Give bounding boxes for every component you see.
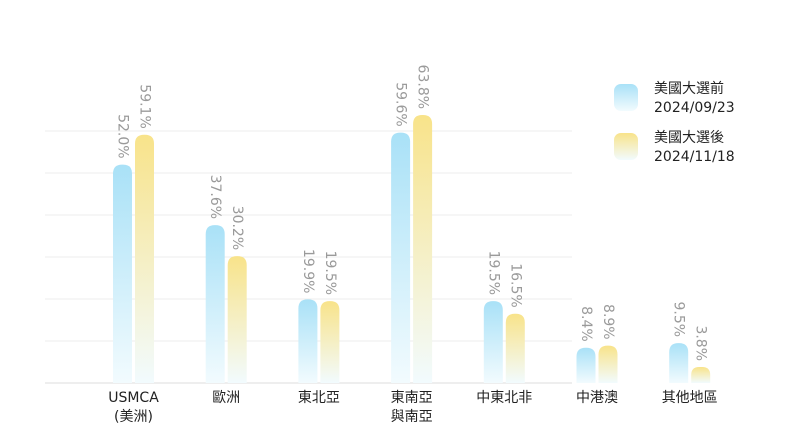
legend: 美國大選前 2024/09/23 美國大選後 2024/11/18 xyxy=(614,80,735,165)
data-label-series-2-category-1: 59.1% xyxy=(137,84,153,128)
x-tick-label-7: 其他地區 xyxy=(662,390,718,406)
x-tick-label-2: 歐洲 xyxy=(212,390,240,406)
data-label-series-1-category-7: 9.5% xyxy=(671,302,687,338)
data-label-series-2-category-4: 63.8% xyxy=(415,65,431,109)
bar-series-2-category-2 xyxy=(227,256,247,383)
data-label-series-2-category-3: 19.5% xyxy=(322,251,338,295)
data-label-series-1-category-4: 59.6% xyxy=(393,82,409,126)
bar-series-1-category-7 xyxy=(669,343,689,383)
data-label-series-1-category-6: 8.4% xyxy=(578,306,594,342)
bar-series-2-category-6 xyxy=(598,345,618,383)
data-label-series-1-category-2: 37.6% xyxy=(207,175,223,219)
bar-series-1-category-6 xyxy=(576,347,596,383)
legend-swatch-2 xyxy=(614,133,638,160)
data-label-series-2-category-6: 8.9% xyxy=(600,304,616,340)
x-tick-label-4: 東南亞與南亞 xyxy=(391,390,433,425)
legend-label-2: 美國大選後 2024/11/18 xyxy=(654,130,735,165)
bar-series-2-category-4 xyxy=(413,115,433,383)
bar-series-2-category-7 xyxy=(691,367,711,383)
data-labels: 52.0% 59.1% 37.6% 30.2% 19.9% 19.5% 59.6% 63.8%… xyxy=(115,65,709,361)
bar-series-2-category-1 xyxy=(135,134,154,383)
bars xyxy=(113,115,711,383)
bar-series-1-category-4 xyxy=(391,132,411,383)
data-label-series-1-category-3: 19.9% xyxy=(300,249,316,293)
x-tick-label-5: 中東北非 xyxy=(476,390,532,406)
x-tick-label-6: 中港澳 xyxy=(576,390,618,406)
data-label-series-1-category-5: 19.5% xyxy=(485,251,501,295)
x-tick-label-1: USMCA (美洲) xyxy=(108,390,159,425)
data-label-series-2-category-2: 30.2% xyxy=(229,206,245,250)
bar-series-2-category-5 xyxy=(505,313,525,383)
data-label-series-1-category-1: 52.0% xyxy=(115,114,131,158)
bar-series-1-category-1 xyxy=(113,164,132,383)
x-tick-label-3: 東北亞 xyxy=(298,390,340,406)
legend-swatch-1 xyxy=(614,84,638,111)
legend-label-1: 美國大選前 2024/09/23 xyxy=(654,80,735,116)
gridlines xyxy=(45,130,572,384)
data-label-series-2-category-5: 16.5% xyxy=(507,263,523,307)
bar-series-1-category-5 xyxy=(483,301,503,383)
x-axis-tick-labels: USMCA (美洲) 歐洲 東北亞 東南亞與南亞 中東北非 中港澳 其他地區 xyxy=(108,390,717,425)
bar-series-1-category-2 xyxy=(205,225,225,383)
bar-series-1-category-3 xyxy=(298,299,318,383)
bar-series-2-category-3 xyxy=(320,301,340,383)
data-label-series-2-category-7: 3.8% xyxy=(693,325,709,361)
